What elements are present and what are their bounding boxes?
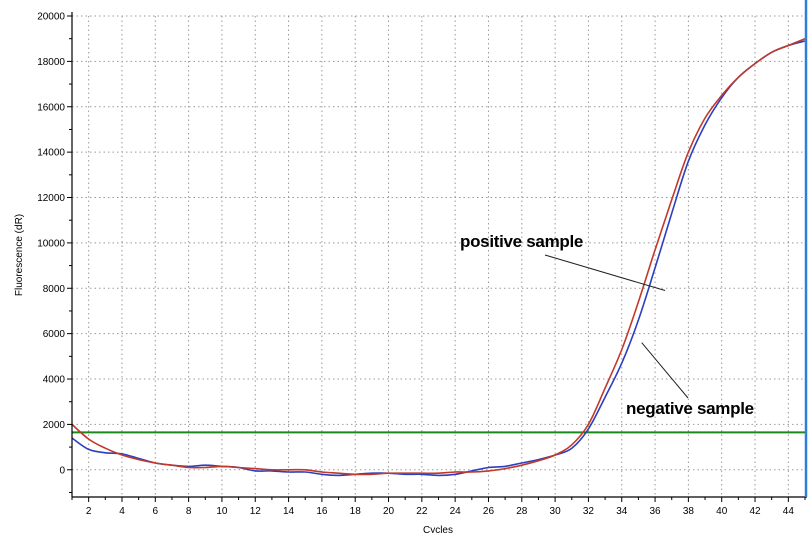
x-tick-label: 8 <box>186 506 192 517</box>
y-tick-label: 10000 <box>37 238 65 249</box>
negative-annotation-leader <box>641 342 689 399</box>
x-tick-label: 44 <box>783 506 795 517</box>
y-tick-label: 4000 <box>43 375 66 386</box>
y-tick-label: 6000 <box>43 329 66 340</box>
x-axis-title: Cycles <box>423 525 453 533</box>
x-tick-label: 22 <box>416 506 428 517</box>
x-tick-label: 32 <box>583 506 595 517</box>
negative-annotation-label: negative sample <box>626 399 754 418</box>
x-tick-label: 14 <box>283 506 295 517</box>
x-tick-label: 38 <box>683 506 695 517</box>
annotation-group: positive sample negative sample <box>460 232 754 418</box>
positive-sample-line <box>71 37 806 476</box>
y-axis-title: Fluorescence (dR) <box>14 214 25 296</box>
x-tick-label: 4 <box>119 506 125 517</box>
x-tick-label: 2 <box>86 506 92 517</box>
x-tick-label: 6 <box>153 506 159 517</box>
negative-sample-line <box>71 40 806 477</box>
y-tick-label: 8000 <box>43 284 66 295</box>
x-tick-label: 36 <box>650 506 662 517</box>
x-tick-label: 42 <box>749 506 761 517</box>
axes <box>67 0 808 502</box>
y-tick-label: 14000 <box>37 148 65 159</box>
y-tick-label: 18000 <box>37 57 65 68</box>
positive-annotation-label: positive sample <box>460 232 583 251</box>
x-tick-label: 26 <box>483 506 495 517</box>
y-tick-label: 0 <box>59 465 65 476</box>
x-tick-label: 28 <box>516 506 528 517</box>
x-tick-label: 16 <box>316 506 328 517</box>
y-tick-label: 16000 <box>37 102 65 113</box>
x-tick-label: 34 <box>616 506 628 517</box>
x-tick-label: 40 <box>716 506 728 517</box>
y-tick-label: 2000 <box>43 420 66 431</box>
tick-labels: 2 4 6 8 10 12 14 16 18 20 22 24 26 28 30 32 34 36 38 40 42 44… <box>37 12 794 518</box>
y-tick-label: 12000 <box>37 193 65 204</box>
x-tick-label: 18 <box>350 506 362 517</box>
grid-lines <box>72 15 805 497</box>
x-tick-label: 30 <box>550 506 562 517</box>
series-group <box>71 37 806 477</box>
positive-annotation-leader <box>544 254 666 292</box>
x-tick-label: 24 <box>450 506 462 517</box>
x-tick-label: 10 <box>216 506 228 517</box>
y-tick-label: 20000 <box>37 12 65 23</box>
x-tick-label: 12 <box>250 506 262 517</box>
x-tick-label: 20 <box>383 506 395 517</box>
